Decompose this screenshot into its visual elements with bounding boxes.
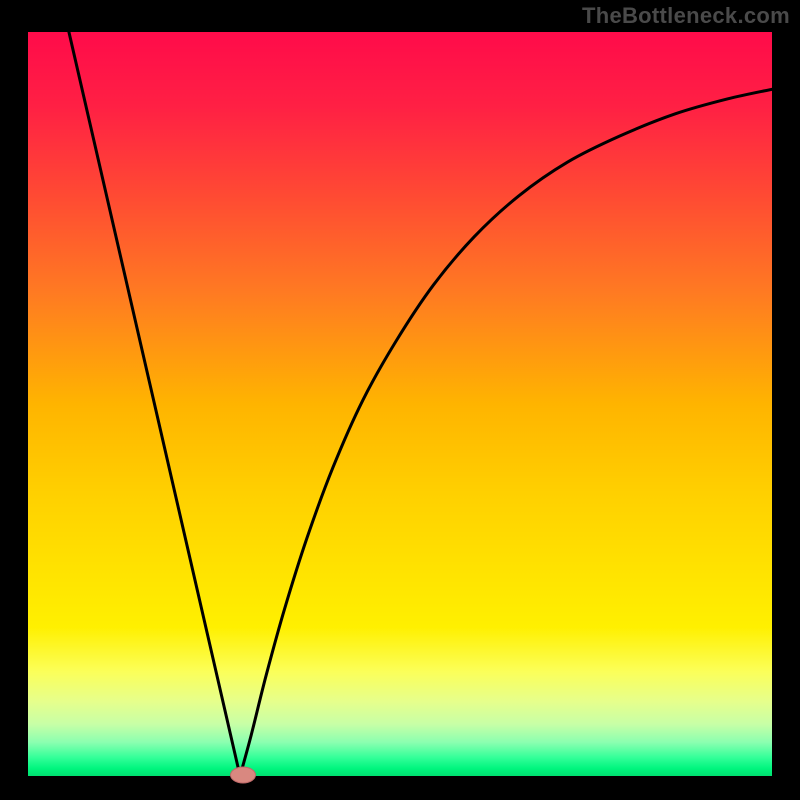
chart-stage: TheBottleneck.com: [0, 0, 800, 800]
curve-right-branch: [240, 89, 772, 776]
vertex-marker: [230, 766, 256, 783]
curve-layer: [28, 32, 772, 776]
curve-left-branch: [69, 32, 240, 776]
plot-area: [28, 32, 772, 776]
watermark-text: TheBottleneck.com: [582, 3, 790, 29]
